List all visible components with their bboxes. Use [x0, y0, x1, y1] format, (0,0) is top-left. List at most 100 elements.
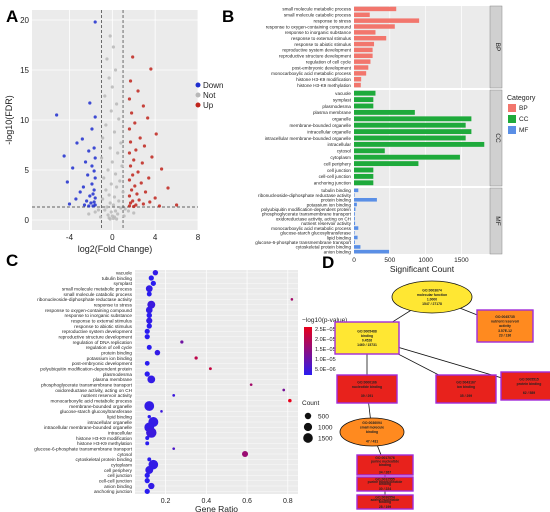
- dot: [148, 275, 154, 281]
- category-label: anion binding: [324, 249, 352, 254]
- dot: [147, 457, 152, 462]
- panel-label-d: D: [322, 253, 334, 272]
- node-text: GO:0036094: [362, 421, 382, 425]
- point-not: [105, 57, 109, 61]
- node-text: 35 / 299: [460, 394, 472, 398]
- legend-label: Not: [203, 91, 216, 100]
- x-tick-label: 0.8: [283, 498, 293, 505]
- point-not: [115, 102, 119, 106]
- point-down: [85, 199, 89, 203]
- point-up: [133, 121, 137, 125]
- category-label: post-embryonic development: [292, 65, 352, 70]
- point-up: [132, 204, 136, 209]
- category-label: cytoplasm: [330, 155, 351, 160]
- point-down: [82, 203, 87, 207]
- category-label: response to inorganic substance: [285, 30, 352, 35]
- point-down: [65, 180, 69, 184]
- dot: [290, 298, 294, 301]
- point-down: [91, 204, 95, 208]
- point-down: [92, 169, 96, 173]
- node-text: GO:0030554: [375, 495, 395, 499]
- point-not: [110, 160, 114, 164]
- category-label: lipid binding: [327, 235, 352, 240]
- term-label: plasmodesma: [103, 372, 133, 377]
- color-legend-label: 1.5E−05: [315, 347, 336, 353]
- point-down: [93, 115, 97, 119]
- point-up: [128, 79, 133, 83]
- node-shape: [339, 417, 405, 447]
- dot: [152, 269, 159, 276]
- point-down: [90, 127, 94, 131]
- category-label: cell junction: [327, 168, 351, 173]
- dot: [144, 478, 150, 484]
- point-up: [128, 164, 133, 168]
- size-legend-title: Count: [302, 400, 320, 407]
- node-shape: [356, 476, 414, 492]
- bar-cc: [354, 161, 419, 167]
- term-label: ribonucleoside-diphosphate reductase act…: [37, 297, 133, 302]
- dot: [288, 398, 292, 403]
- node-text: GO:0005488: [357, 329, 377, 333]
- point-not: [119, 206, 123, 210]
- node-text: 28 / 199: [379, 505, 391, 509]
- color-legend-label: 2.0E−05: [315, 337, 336, 343]
- point-not: [118, 179, 122, 183]
- point-not: [104, 188, 108, 192]
- y-axis-label: -log10(FDR): [4, 95, 14, 145]
- point-not: [108, 146, 112, 150]
- facet-strip: [489, 187, 503, 255]
- bar-bp: [354, 82, 361, 88]
- node-text: 1460 / 15731: [357, 343, 377, 347]
- bar-mf: [354, 216, 355, 221]
- point-down: [92, 146, 96, 150]
- term-label: intracellular: [108, 430, 132, 435]
- term-label: monocarboxylic acid metabolic process: [50, 398, 132, 403]
- point-down: [88, 101, 92, 105]
- legend-swatch-cc: [508, 115, 516, 123]
- bar-bp: [354, 59, 371, 64]
- point-down: [74, 197, 78, 201]
- point-up: [128, 201, 133, 205]
- category-label: organelle: [332, 117, 351, 122]
- bar-bp: [354, 53, 373, 59]
- dot: [180, 340, 184, 344]
- point-up: [157, 204, 162, 208]
- point-up: [127, 194, 132, 198]
- point-up: [148, 200, 152, 204]
- category-label: reproductive structure development: [279, 54, 352, 59]
- term-label: protein binding: [101, 350, 132, 355]
- point-up: [135, 192, 139, 196]
- bar-mf: [354, 249, 390, 254]
- point-up: [127, 97, 132, 101]
- node-text: 39 / 291: [361, 394, 373, 398]
- panel-label-b: B: [222, 7, 234, 26]
- node-text: binding: [366, 430, 378, 434]
- point-not: [108, 217, 112, 221]
- point-not: [101, 136, 105, 140]
- dot: [145, 306, 153, 314]
- point-up: [138, 136, 142, 140]
- node-text: 3.57E-12: [498, 329, 512, 333]
- term-label: response to stress: [94, 302, 133, 307]
- color-legend-label: 5.0E−06: [315, 367, 336, 373]
- x-tick-label: 8: [196, 233, 201, 242]
- dot: [144, 334, 150, 340]
- dot: [144, 488, 150, 494]
- dot: [147, 414, 151, 419]
- point-not: [117, 117, 121, 121]
- point-not: [109, 182, 113, 186]
- point-up: [131, 173, 135, 177]
- point-up: [127, 151, 132, 155]
- x-axis-label: Significant Count: [390, 264, 455, 274]
- legend-title: Category: [507, 95, 536, 102]
- point-down: [90, 164, 94, 168]
- node-text: activity: [499, 324, 511, 328]
- point-not: [108, 34, 112, 38]
- color-legend-label: 2.5E−05: [315, 327, 336, 333]
- bar-mf: [354, 212, 355, 216]
- dot: [146, 344, 152, 350]
